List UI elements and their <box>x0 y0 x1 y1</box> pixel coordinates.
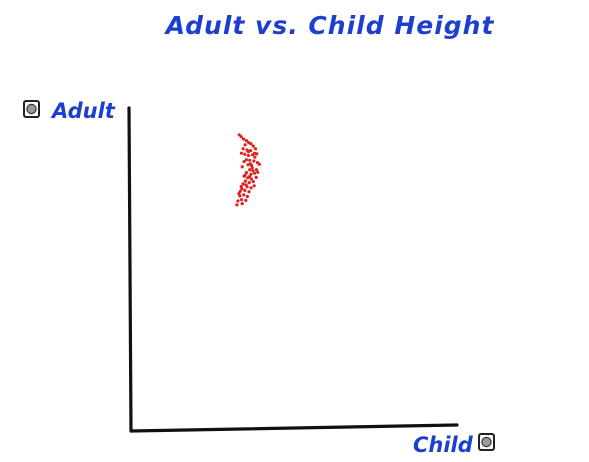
chart-title: Adult vs. Child Height <box>164 11 495 40</box>
y-axis-line <box>127 106 133 433</box>
x-axis-label: Child <box>413 433 474 457</box>
data-point <box>246 150 250 154</box>
data-point <box>252 184 256 188</box>
data-point <box>236 199 240 203</box>
data-point <box>243 179 247 183</box>
x-axis-line <box>129 423 459 433</box>
camera-icon <box>478 433 495 451</box>
data-point <box>242 160 246 164</box>
data-point <box>253 147 258 151</box>
data-point <box>251 180 255 184</box>
data-point <box>254 175 258 179</box>
data-point <box>240 202 244 206</box>
data-point <box>239 135 243 139</box>
data-point <box>241 137 246 141</box>
data-point <box>254 168 259 172</box>
data-point <box>248 174 252 179</box>
data-point <box>257 162 261 166</box>
data-point <box>245 194 249 199</box>
camera-icon <box>23 100 40 118</box>
data-point <box>239 151 244 155</box>
data-point <box>253 171 257 175</box>
data-point <box>249 177 253 181</box>
data-point <box>237 192 241 196</box>
data-point <box>237 133 241 137</box>
data-point <box>241 182 245 186</box>
data-point <box>252 159 256 163</box>
data-point <box>240 187 244 191</box>
data-point <box>247 181 251 185</box>
data-point <box>242 193 246 197</box>
data-point <box>246 153 250 158</box>
data-point <box>255 152 259 156</box>
data-point <box>251 169 255 173</box>
data-point <box>248 168 252 172</box>
data-point <box>244 171 248 175</box>
data-point <box>248 158 252 162</box>
scatter-points <box>235 133 261 207</box>
data-point <box>249 142 253 146</box>
y-axis-label: Adult <box>50 99 116 123</box>
data-point <box>243 152 247 156</box>
data-point <box>235 203 239 207</box>
data-point <box>244 139 248 143</box>
data-point <box>248 162 252 166</box>
data-point <box>241 147 245 151</box>
data-point <box>243 188 247 192</box>
data-point <box>240 165 244 169</box>
data-point <box>250 166 254 170</box>
data-point <box>256 170 260 174</box>
data-point <box>247 190 251 194</box>
data-point <box>244 198 248 202</box>
data-point <box>244 158 248 162</box>
data-point <box>239 198 244 202</box>
data-point <box>253 155 257 159</box>
data-point <box>243 173 247 177</box>
data-point <box>249 186 253 190</box>
data-point <box>251 144 255 148</box>
data-point <box>244 183 248 187</box>
data-point <box>243 143 247 147</box>
